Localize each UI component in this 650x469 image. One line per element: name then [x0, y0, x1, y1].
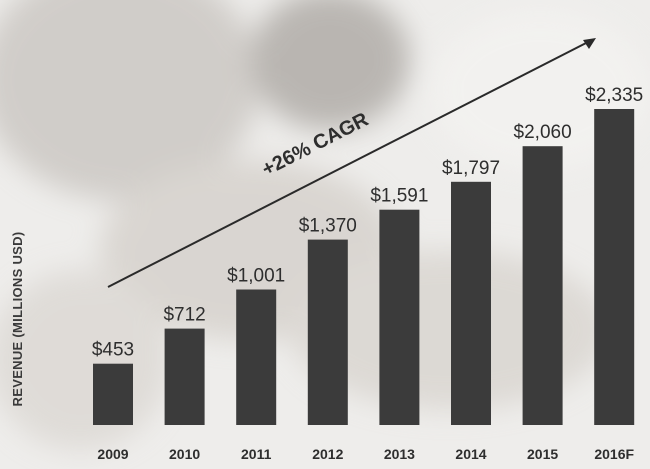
bar-2012: [307, 239, 348, 425]
category-label-2016F: 2016F: [594, 446, 634, 462]
trend-arrow-line: [107, 40, 591, 288]
value-label-2009: $453: [92, 340, 134, 361]
trend-arrow-head: [583, 38, 596, 49]
value-label-2010: $712: [163, 305, 205, 326]
category-label-2013: 2013: [384, 446, 415, 462]
bar-2014: [451, 181, 491, 425]
y-axis-label: REVENUE (MILLIONS USD): [10, 232, 25, 407]
category-label-2015: 2015: [527, 446, 558, 462]
cagr-annotation: +26% CAGR: [259, 108, 373, 181]
bar-2009: [93, 363, 133, 425]
category-label-2010: 2010: [169, 446, 200, 462]
bar-2010: [164, 328, 205, 425]
category-label-2014: 2014: [455, 446, 486, 462]
value-label-2013: $1,591: [370, 186, 428, 207]
bar-2016F: [594, 109, 635, 425]
bar-2013: [379, 209, 420, 425]
bar-series: $453 2009 $712 2010 $1,001 2011 $1,370 2012 $1,5…: [92, 85, 643, 462]
value-label-2012: $1,370: [299, 216, 357, 237]
value-label-2016F: $2,335: [585, 85, 643, 106]
category-label-2012: 2012: [312, 446, 343, 462]
value-label-2014: $1,797: [442, 158, 500, 179]
bar-2015: [522, 146, 563, 425]
category-label-2011: 2011: [241, 446, 272, 462]
value-label-2015: $2,060: [514, 122, 572, 143]
bar-2011: [236, 289, 277, 425]
value-label-2011: $1,001: [227, 266, 285, 287]
category-label-2009: 2009: [97, 446, 128, 462]
